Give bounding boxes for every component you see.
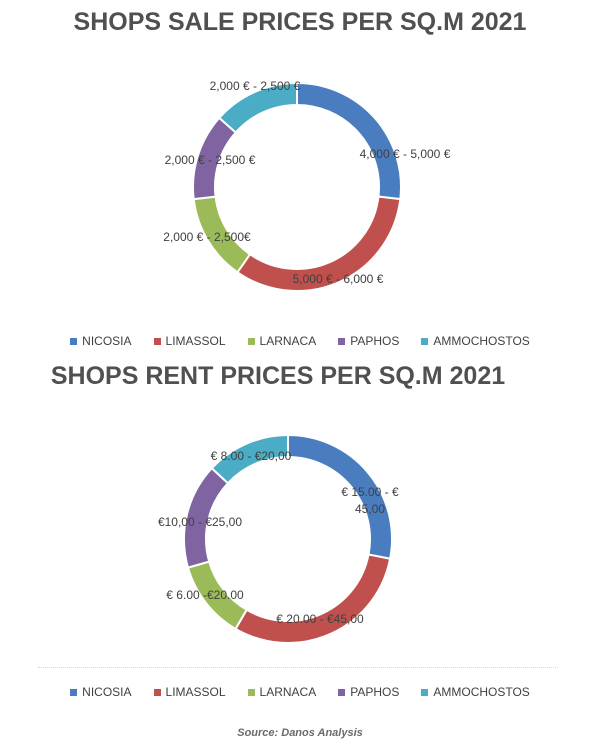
legend-item-paphos: PAPHOS: [338, 685, 399, 699]
sale-donut-chart: 4,000 € - 5,000 € 5,000 € - 6,000 € 2,000 …: [163, 79, 451, 292]
data-label-larnaca: 2,000 € - 2,500€: [163, 230, 251, 244]
legend-swatch: [338, 688, 346, 696]
rent-chart-legend: NICOSIA LIMASSOL LARNACA PAPHOS AMMOCHOSTOS: [0, 685, 600, 699]
data-label-larnaca: € 6.00 -€20.00: [166, 588, 244, 602]
data-label-limassol: € 20.00 - €45,00: [276, 612, 364, 626]
divider-line: [38, 667, 558, 669]
legend-label: AMMOCHOSTOS: [433, 334, 530, 348]
legend-item-larnaca: LARNACA: [247, 685, 317, 699]
legend-swatch: [70, 688, 78, 696]
data-label-ammochostos: € 8.00 - €20,00: [211, 449, 292, 463]
rent-donut-chart: € 15.00 - €45,00 € 20.00 - €45,00 € 6.00 -…: [158, 433, 399, 644]
data-label-paphos: 2,000 € - 2,500 €: [165, 153, 256, 167]
legend-item-nicosia: NICOSIA: [70, 334, 132, 348]
legend-item-limassol: LIMASSOL: [153, 685, 226, 699]
legend-label: AMMOCHOSTOS: [433, 685, 530, 699]
data-label-ammochostos: 2,000 € - 2,500 €: [210, 79, 301, 93]
legend-item-limassol: LIMASSOL: [153, 334, 226, 348]
legend-swatch: [153, 688, 161, 696]
data-label-nicosia: € 15.00 - €45,00: [341, 485, 399, 516]
legend-swatch: [338, 337, 346, 345]
donut-slice-ammochostos: [210, 433, 289, 485]
legend-swatch: [70, 337, 78, 345]
legend-label: LIMASSOL: [165, 334, 226, 348]
legend-item-paphos: PAPHOS: [338, 334, 399, 348]
legend-label: LARNACA: [259, 334, 317, 348]
data-label-nicosia: 4,000 € - 5,000 €: [360, 147, 451, 161]
legend-swatch: [421, 337, 429, 345]
legend-swatch: [247, 337, 255, 345]
donut-slice-nicosia: [296, 81, 402, 201]
legend-label: NICOSIA: [82, 685, 132, 699]
legend-label: PAPHOS: [350, 334, 400, 348]
donut-slice-ammochostos: [217, 81, 298, 134]
legend-label: NICOSIA: [82, 334, 132, 348]
donut-slice-limassol: [234, 553, 392, 644]
legend-label: PAPHOS: [350, 685, 400, 699]
legend-swatch: [153, 337, 161, 345]
legend-swatch: [421, 688, 429, 696]
legend-item-ammochostos: AMMOCHOSTOS: [421, 334, 530, 348]
sale-chart-legend: NICOSIA LIMASSOL LARNACA PAPHOS AMMOCHOSTOS: [0, 334, 600, 348]
legend-item-larnaca: LARNACA: [247, 334, 317, 348]
legend-item-ammochostos: AMMOCHOSTOS: [421, 685, 530, 699]
legend-item-nicosia: NICOSIA: [70, 685, 132, 699]
data-label-limassol: 5,000 € - 6,000 €: [293, 272, 384, 286]
data-label-paphos: €10,00 - €25,00: [158, 515, 242, 529]
sale-chart-title: SHOPS SALE PRICES PER SQ.M 2021: [73, 8, 527, 36]
rent-chart-title: SHOPS RENT PRICES PER SQ.M 2021: [50, 362, 506, 390]
legend-swatch: [247, 688, 255, 696]
legend-label: LIMASSOL: [165, 685, 226, 699]
legend-label: LARNACA: [259, 685, 317, 699]
source-note: Source: Danos Analysis: [237, 727, 363, 739]
